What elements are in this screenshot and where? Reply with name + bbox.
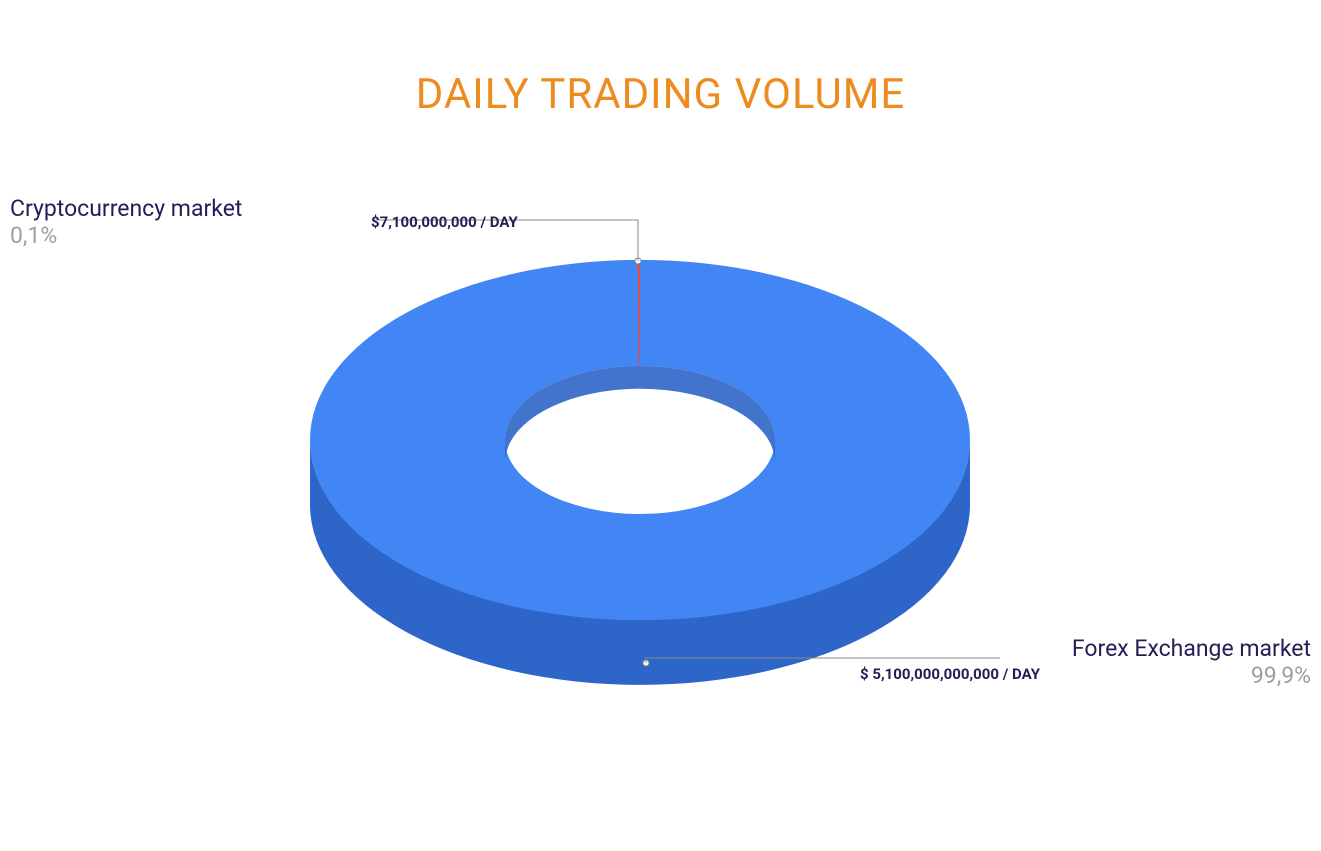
label-crypto-name: Cryptocurrency market <box>10 195 242 222</box>
label-crypto-percent: 0,1% <box>10 222 242 249</box>
donut-svg <box>0 180 1321 780</box>
label-forex-name: Forex Exchange market <box>1072 635 1311 662</box>
label-forex: Forex Exchange market 99,9% <box>1072 635 1311 689</box>
chart-title: DAILY TRADING VOLUME <box>0 70 1321 119</box>
label-crypto: Cryptocurrency market 0,1% <box>10 195 242 249</box>
label-crypto-value: $7,100,000,000 / DAY <box>371 213 518 231</box>
label-forex-value: $ 5,100,000,000,000 / DAY <box>860 665 1040 683</box>
label-forex-percent: 99,9% <box>1072 662 1311 689</box>
donut-chart: Cryptocurrency market 0,1% $7,100,000,00… <box>0 180 1321 780</box>
